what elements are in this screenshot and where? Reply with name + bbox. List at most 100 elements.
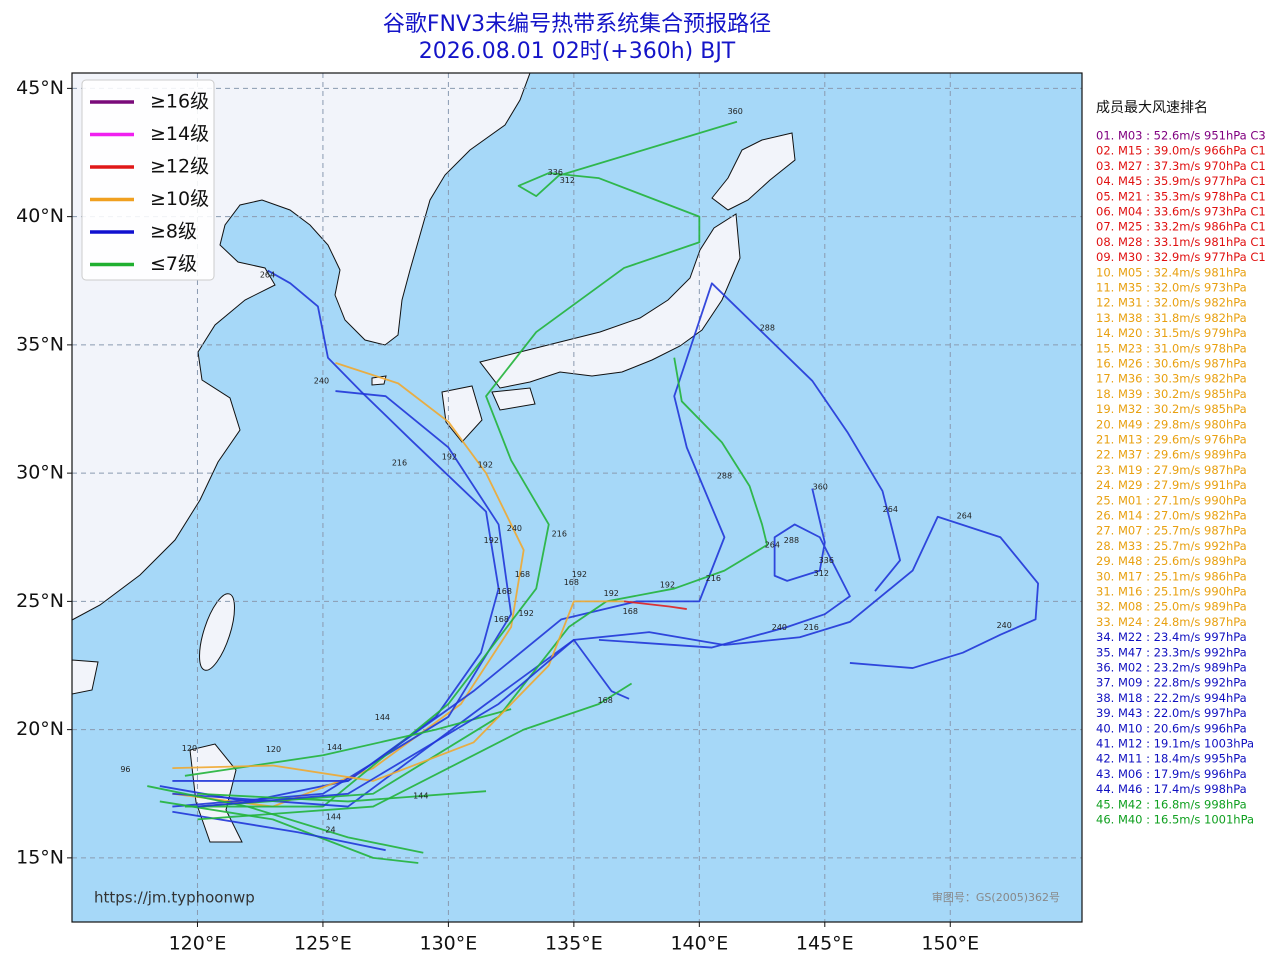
hour-label: 216 xyxy=(706,574,721,583)
ranking-item: 12. M31 : 32.0m/s 982hPa xyxy=(1096,296,1247,310)
legend-label: ≥10级 xyxy=(150,188,209,210)
track xyxy=(172,282,901,782)
hour-label: 336 xyxy=(819,556,834,565)
hour-label: 24 xyxy=(325,825,335,834)
ranking-item: 44. M46 : 17.4m/s 998hPa xyxy=(1096,782,1247,796)
track xyxy=(197,682,633,821)
hour-label: 264 xyxy=(957,512,972,521)
hour-label: 336 xyxy=(548,168,563,177)
hainan xyxy=(72,659,99,695)
ranking-item: 21. M13 : 29.6m/s 976hPa xyxy=(1096,433,1247,447)
ranking-item: 39. M43 : 22.0m/s 997hPa xyxy=(1096,706,1247,720)
ranking-item: 30. M17 : 25.1m/s 986hPa xyxy=(1096,569,1247,583)
ranking-item: 22. M37 : 29.6m/s 989hPa xyxy=(1096,448,1247,462)
legend-label: ≥16级 xyxy=(150,91,209,113)
ranking-item: 38. M18 : 22.2m/s 994hPa xyxy=(1096,691,1247,705)
y-tick-label: 20°N xyxy=(16,718,64,740)
ranking-item: 45. M42 : 16.8m/s 998hPa xyxy=(1096,797,1247,811)
hour-label: 264 xyxy=(260,270,275,279)
ranking-item: 34. M22 : 23.4m/s 997hPa xyxy=(1096,630,1247,644)
ranking-item: 23. M19 : 27.9m/s 987hPa xyxy=(1096,463,1247,477)
tracks xyxy=(147,120,1039,864)
ranking-item: 41. M12 : 19.1m/s 1003hPa xyxy=(1096,737,1254,751)
watermark: https://jm.typhoonwp xyxy=(94,889,255,907)
ranking-item: 04. M45 : 35.9m/s 977hPa C1 xyxy=(1096,174,1266,188)
hour-label: 168 xyxy=(494,615,509,624)
hour-label: 168 xyxy=(564,578,579,587)
approval-number: 审图号：GS(2005)362号 xyxy=(932,890,1060,904)
ranking-item: 43. M06 : 17.9m/s 996hPa xyxy=(1096,767,1247,781)
ranking-item: 02. M15 : 39.0m/s 966hPa C1 xyxy=(1096,144,1266,158)
hour-label: 312 xyxy=(560,176,575,185)
hour-label: 144 xyxy=(413,791,428,800)
ranking-item: 15. M23 : 31.0m/s 978hPa xyxy=(1096,341,1247,355)
ranking-item: 03. M27 : 37.3m/s 970hPa C1 xyxy=(1096,159,1266,173)
hour-label: 96 xyxy=(120,765,130,774)
ranking-item: 13. M38 : 31.8m/s 982hPa xyxy=(1096,311,1247,325)
ranking-item: 36. M02 : 23.2m/s 989hPa xyxy=(1096,661,1247,675)
track xyxy=(598,488,851,649)
ranking-item: 33. M24 : 24.8m/s 987hPa xyxy=(1096,615,1247,629)
ranking-item: 20. M49 : 29.8m/s 980hPa xyxy=(1096,417,1247,431)
ranking-item: 29. M48 : 25.6m/s 989hPa xyxy=(1096,554,1247,568)
shikoku xyxy=(491,387,536,411)
hour-label: 264 xyxy=(765,541,780,550)
ranking-item: 11. M35 : 32.0m/s 973hPa xyxy=(1096,281,1247,295)
ranking-item: 09. M30 : 32.9m/s 977hPa C1 xyxy=(1096,250,1266,264)
ranking-title: 成员最大风速排名 xyxy=(1096,100,1208,116)
hour-label: 120 xyxy=(266,745,281,754)
hour-label: 288 xyxy=(717,472,732,481)
hour-label: 192 xyxy=(484,536,499,545)
ranking-item: 19. M32 : 30.2m/s 985hPa xyxy=(1096,402,1247,416)
hour-label: 192 xyxy=(572,570,587,579)
hour-label: 168 xyxy=(515,570,530,579)
legend-box xyxy=(81,79,215,281)
ranking-item: 14. M20 : 31.5m/s 979hPa xyxy=(1096,326,1247,340)
track xyxy=(197,638,630,808)
x-tick-label: 120°E xyxy=(169,933,227,955)
hour-label: 168 xyxy=(598,696,613,705)
y-tick-label: 35°N xyxy=(16,333,64,355)
subtitle: 2026.08.01 02时(+360h) BJT xyxy=(419,39,736,64)
ranking-item: 05. M21 : 35.3m/s 978hPa C1 xyxy=(1096,189,1266,203)
taiwan xyxy=(199,593,235,671)
hour-label: 240 xyxy=(997,621,1012,630)
x-tick-label: 130°E xyxy=(420,933,478,955)
hour-label: 288 xyxy=(784,536,799,545)
hour-label: 120 xyxy=(182,744,197,753)
legend-label: ≥14级 xyxy=(150,123,209,145)
ranking-item: 01. M03 : 52.6m/s 951hPa C3 xyxy=(1096,129,1266,143)
hour-label: 240 xyxy=(507,524,522,533)
ranking-item: 37. M09 : 22.8m/s 992hPa xyxy=(1096,676,1247,690)
ranking-item: 42. M11 : 18.4m/s 995hPa xyxy=(1096,752,1247,766)
hour-label: 360 xyxy=(813,483,828,492)
hour-label: 144 xyxy=(327,743,342,752)
x-tick-label: 140°E xyxy=(670,933,728,955)
ranking-item: 10. M05 : 32.4m/s 981hPa xyxy=(1096,265,1247,279)
ranking-item: 18. M39 : 30.2m/s 985hPa xyxy=(1096,387,1247,401)
hour-label: 216 xyxy=(552,530,567,539)
hour-label: 192 xyxy=(519,609,534,618)
legend-label: ≤7级 xyxy=(150,253,197,275)
hour-label: 312 xyxy=(814,569,829,578)
x-tick-label: 145°E xyxy=(796,933,854,955)
track xyxy=(172,600,625,782)
grid xyxy=(72,73,1082,922)
hour-label: 192 xyxy=(442,452,457,461)
track xyxy=(197,790,487,803)
x-tick-label: 125°E xyxy=(294,933,352,955)
hour-label: 192 xyxy=(478,461,493,470)
hour-label: 144 xyxy=(375,713,390,722)
x-tick-label: 150°E xyxy=(921,933,979,955)
ranking-item: 27. M07 : 25.7m/s 987hPa xyxy=(1096,524,1247,538)
y-tick-label: 45°N xyxy=(16,77,64,99)
hour-label: 216 xyxy=(804,623,819,632)
track xyxy=(184,120,738,808)
title: 谷歌FNV3未编号热带系统集合预报路径 xyxy=(383,12,771,37)
y-tick-label: 40°N xyxy=(16,205,64,227)
track xyxy=(623,600,687,610)
ranking-item: 08. M28 : 33.1m/s 981hPa C1 xyxy=(1096,235,1266,249)
hour-label: 192 xyxy=(604,589,619,598)
ranking-item: 32. M08 : 25.0m/s 989hPa xyxy=(1096,600,1247,614)
